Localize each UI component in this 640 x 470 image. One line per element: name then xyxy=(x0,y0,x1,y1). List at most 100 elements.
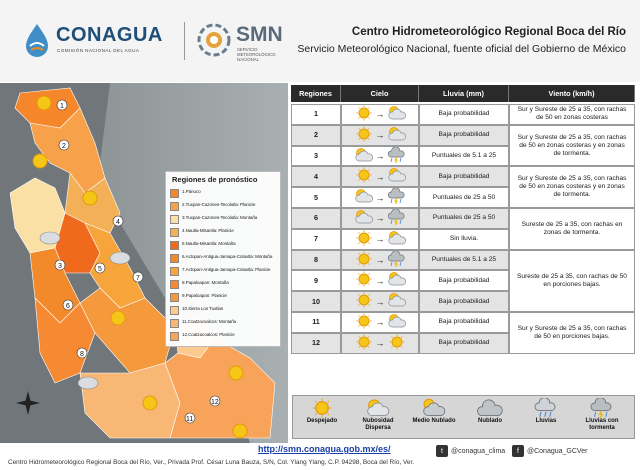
sky-legend-label: Despejado xyxy=(306,418,338,424)
region-12-shape xyxy=(164,337,276,439)
legend-item: 1.Pánuco xyxy=(170,188,280,199)
sky-legend-label: Lluvias xyxy=(535,418,557,424)
sky-legend-item: Nubosidad Dispersa xyxy=(355,398,401,438)
arrow-right-icon: → xyxy=(375,254,385,265)
footer-address: Centro Hidrometeorológico Regional Boca … xyxy=(8,459,415,466)
arrow-right-icon: → xyxy=(375,150,385,161)
legend-swatch xyxy=(170,215,179,224)
regions-map: 1 2 3 4 5 6 7 8 9 10 11 12 xyxy=(0,83,288,443)
svg-text:11: 11 xyxy=(186,416,193,423)
smn-url-link[interactable]: http://smn.conagua.gob.mx/es/ xyxy=(258,444,391,454)
sunny-icon xyxy=(354,105,374,124)
legend-swatch xyxy=(170,293,179,302)
legend-label: 6.Actopan-Antigua-Jamapa-Cotaxtla: Monta… xyxy=(182,254,273,259)
smn-logo: SMN SERVICIO METEOROLÓGICO NACIONAL xyxy=(196,22,306,62)
cloudy-icon xyxy=(387,313,407,332)
storm-icon xyxy=(589,397,615,419)
legend-item: 3.Tuxpan-Cazones-Tecolutla: Montaña xyxy=(170,214,280,225)
region-number: 9 xyxy=(291,270,341,292)
region-8-shape xyxy=(34,297,96,384)
legend-label: 11.Coatzacoalcos: Montaña xyxy=(182,319,237,324)
sky-cell: → xyxy=(341,228,419,250)
legend-label: 1.Pánuco xyxy=(182,189,201,194)
sky-legend-label: Lluvias con tormenta xyxy=(585,418,619,431)
legend-item: 5.Nautla-Misantla: Montaña xyxy=(170,240,280,251)
page-title: Centro Hidrometeorológico Regional Boca … xyxy=(351,26,626,38)
smn-subtitle: SERVICIO METEOROLÓGICO NACIONAL xyxy=(237,47,276,62)
rain-cell: Baja probabilidad xyxy=(419,332,509,354)
region-number: 1 xyxy=(291,104,341,125)
facebook-handle[interactable]: f @Conagua_GCVer xyxy=(512,444,587,458)
rain-icon xyxy=(533,397,559,418)
sunny-icon xyxy=(354,271,374,290)
svg-text:2: 2 xyxy=(62,143,66,150)
region-number: 5 xyxy=(291,187,341,208)
svg-text:3: 3 xyxy=(58,263,62,270)
legend-label: 3.Tuxpan-Cazones-Tecolutla: Montaña xyxy=(182,215,258,220)
region-number: 12 xyxy=(291,332,341,354)
sky-legend-label: Medio Nublado xyxy=(412,418,456,424)
column-header-regiones: Regiones xyxy=(291,85,341,102)
sunny-icon xyxy=(354,334,374,353)
sky-cell: → xyxy=(341,270,419,292)
sky-cell: → xyxy=(341,291,419,312)
sky-legend-item: Medio Nublado xyxy=(411,398,457,438)
facebook-label: @Conagua_GCVer xyxy=(527,447,588,455)
svg-text:5: 5 xyxy=(98,266,102,273)
wind-cell: Sur y Sureste de 25 a 35, con rachas de … xyxy=(509,104,635,125)
sky-cell: → xyxy=(341,166,419,188)
legend-swatch xyxy=(170,280,179,289)
legend-label: 9.Papaloapan: Planicie xyxy=(182,293,227,298)
sky-cell: → xyxy=(341,187,419,208)
legend-item: 4.Nautla-Misantla: Planicie xyxy=(170,227,280,238)
arrow-right-icon: → xyxy=(375,192,385,203)
legend-label: 5.Nautla-Misantla: Montaña xyxy=(182,241,236,246)
sunny-icon xyxy=(354,126,374,145)
svg-text:6: 6 xyxy=(66,303,70,310)
cloudy-icon xyxy=(354,209,374,228)
cloudy-icon xyxy=(387,230,407,249)
storm-icon xyxy=(387,145,407,166)
arrow-right-icon: → xyxy=(375,130,385,141)
rain-cell: Baja probabilidad xyxy=(419,166,509,188)
sky-cell: → xyxy=(341,312,419,333)
legend-item: 9.Papaloapan: Planicie xyxy=(170,292,280,303)
legend-swatch xyxy=(170,189,179,198)
storm-icon xyxy=(387,249,407,270)
legend-label: 4.Nautla-Misantla: Planicie xyxy=(182,228,234,233)
legend-swatch xyxy=(170,241,179,250)
legend-swatch xyxy=(170,228,179,237)
legend-item: 6.Actopan-Antigua-Jamapa-Cotaxtla: Monta… xyxy=(170,253,280,264)
region-number: 3 xyxy=(291,145,341,167)
legend-label: 7.Actopan-Antigua-Jamapa-Cotaxtla: Plani… xyxy=(182,267,271,272)
region-number: 10 xyxy=(291,291,341,312)
sky-cell: → xyxy=(341,104,419,125)
cloudy-icon xyxy=(354,147,374,166)
storm-icon xyxy=(387,208,407,228)
logo-divider xyxy=(184,22,185,60)
rain-cell: Baja probabilidad xyxy=(419,291,509,312)
sky-cell: → xyxy=(341,124,419,146)
arrow-right-icon: → xyxy=(375,213,385,224)
sunny-icon xyxy=(354,251,374,270)
partly-cloudy-icon xyxy=(421,398,447,418)
conagua-name: CONAGUA xyxy=(56,24,163,46)
wind-cell: Sur y Sureste de 25 a 35, con rachas de … xyxy=(509,124,635,167)
map-legend: Regiones de pronóstico 1.Pánuco 2.Tuxpan-… xyxy=(165,171,281,347)
twitter-handle[interactable]: t @conagua_clima xyxy=(436,444,505,458)
rain-cell: Puntuales de 25 a 50 xyxy=(419,208,509,229)
rain-cell: Baja probabilidad xyxy=(419,124,509,146)
cloudy-icon xyxy=(387,292,407,311)
conagua-subtitle: COMISIÓN NACIONAL DEL AGUA xyxy=(57,48,140,53)
legend-swatch xyxy=(170,306,179,315)
compass-icon xyxy=(16,391,40,415)
cloudy-icon xyxy=(387,126,407,145)
legend-item: 7.Actopan-Antigua-Jamapa-Cotaxtla: Plani… xyxy=(170,266,280,277)
sunny-icon xyxy=(354,313,374,332)
arrow-right-icon: → xyxy=(375,171,385,182)
sky-legend-label: Nublado xyxy=(478,418,502,424)
smn-name: SMN xyxy=(236,23,283,46)
svg-text:12: 12 xyxy=(211,399,219,406)
rain-cell: Baja probabilidad xyxy=(419,270,509,292)
sunny-icon xyxy=(354,230,374,249)
